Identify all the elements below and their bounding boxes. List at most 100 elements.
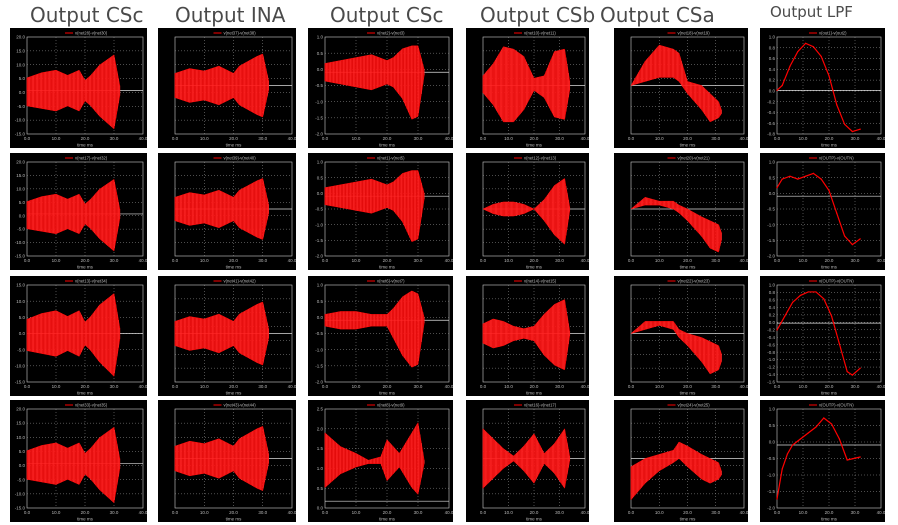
legend-label: v(net14)-v(net15)	[524, 279, 557, 284]
data-point	[828, 75, 830, 77]
x-tick-label: 0.0	[172, 384, 179, 389]
x-tick-label: 40.0	[139, 510, 147, 515]
x-tick-label: 20.0	[683, 384, 692, 389]
x-tick-label: 40.0	[139, 384, 147, 389]
y-tick-label: -1.5	[315, 238, 323, 243]
y-tick-label: 15.0	[16, 421, 25, 426]
y-tick-label: 0.8	[769, 45, 776, 50]
x-tick-label: 30.0	[555, 258, 564, 263]
x-tick-label: 40.0	[877, 258, 885, 263]
plot-svg: 0.0 10.0 20.0 30.0 40.0 1.0 0.5 0.0 -0.5 -1.0 -1.5…	[767, 156, 885, 270]
column-header-2: Output INA	[175, 3, 286, 27]
y-tick-label: -0.5	[315, 331, 323, 336]
x-tick-label: 20.0	[229, 258, 238, 263]
x-tick-label: 20.0	[229, 384, 238, 389]
y-tick-label: 1.0	[769, 407, 776, 412]
plot-panel: 0.0 10.0 20.0 30.0 40.0 15.0 10.0 5.0 0.0 -5.0 -10…	[10, 276, 147, 396]
x-tick-label: 30.0	[110, 384, 119, 389]
x-axis-label: time ms	[226, 265, 243, 270]
x-tick-label: 0.0	[628, 258, 635, 263]
x-tick-label: 10.0	[352, 384, 361, 389]
y-tick-label: 0.0	[769, 88, 776, 93]
data-point	[820, 178, 822, 180]
y-tick-label: -1.5	[767, 489, 775, 494]
data-point	[807, 432, 809, 434]
x-tick-label: 10.0	[504, 384, 513, 389]
legend-label: v(net10)-v(net11)	[524, 31, 556, 36]
y-tick-label: -0.2	[767, 327, 775, 332]
plot-svg: 0.0 10.0 20.0 30.0 40.0 v(net14)-v(net15) time…	[480, 279, 589, 396]
y-tick-label: 0.0	[19, 331, 26, 336]
y-tick-label: -0.6	[767, 121, 775, 126]
data-point	[789, 65, 791, 67]
y-tick-label: 5.0	[19, 315, 26, 320]
y-tick-label: 0.0	[317, 67, 324, 72]
plot-panel: 0.0 10.0 20.0 30.0 40.0 1.0 0.5 0.0 -0.5 -1.0 -1.5…	[308, 153, 453, 270]
y-tick-label: 0.0	[19, 463, 26, 468]
x-tick-label: 20.0	[683, 136, 692, 141]
y-tick-label: 10.0	[16, 186, 25, 191]
data-point	[786, 453, 788, 455]
x-tick-label: 40.0	[740, 510, 748, 515]
y-tick-label: -15.0	[15, 506, 26, 511]
y-tick-label: 0.8	[769, 290, 776, 295]
x-tick-label: 20.0	[383, 384, 392, 389]
plot-panel: 0.0 10.0 20.0 30.0 40.0 v(net12)-v(net13) time…	[466, 153, 589, 270]
plot-svg: 0.0 10.0 20.0 30.0 40.0 20.0 15.0 10.0 5.0 0.0 -5.…	[15, 156, 147, 270]
data-point	[776, 329, 778, 331]
column-header-3: Output CSc	[330, 3, 444, 27]
plot-svg: 0.0 10.0 20.0 30.0 40.0 1.0 0.5 0.0 -0.5 -1.0 -1.5…	[315, 279, 453, 396]
plot-svg: 0.0 10.0 20.0 30.0 40.0 v(net41)-v(net42) time…	[172, 279, 296, 396]
y-tick-label: -15.0	[15, 380, 26, 385]
x-tick-label: 40.0	[740, 136, 748, 141]
plot-panel: 0.0 10.0 20.0 30.0 40.0 2.5 2.0 1.5 1.0 0.5 0.0 v(n…	[308, 400, 453, 522]
x-tick-label: 0.0	[628, 384, 635, 389]
legend-label: v(net24)-v(net25)	[678, 403, 711, 408]
y-tick-label: -1.0	[767, 473, 775, 478]
data-point	[831, 315, 833, 317]
x-tick-label: 10.0	[655, 384, 664, 389]
y-tick-label: 0.0	[769, 191, 776, 196]
x-axis-label: time ms	[680, 143, 697, 148]
signal-line	[776, 172, 861, 246]
x-tick-label: 0.0	[480, 510, 487, 515]
x-tick-label: 20.0	[825, 510, 834, 515]
data-point	[799, 294, 801, 296]
y-tick-label: -1.0	[767, 222, 775, 227]
plot-panel: 0.0 10.0 20.0 30.0 40.0 v(net24)-v(net25) time…	[614, 400, 748, 522]
x-tick-label: 10.0	[504, 510, 513, 515]
y-tick-label: 20.0	[16, 160, 25, 165]
x-tick-label: 10.0	[655, 258, 664, 263]
y-tick-label: 10.0	[16, 62, 25, 67]
x-tick-label: 30.0	[851, 258, 860, 263]
plot-panel: 0.0 10.0 20.0 30.0 40.0 1.0 0.5 0.0 -0.5 -1.0 -1.5…	[760, 400, 885, 522]
x-tick-label: 20.0	[825, 258, 834, 263]
plot-panel: 0.0 10.0 20.0 30.0 40.0 v(net41)-v(net42) time…	[158, 276, 296, 396]
column-header-6: Output LPF	[770, 3, 853, 21]
x-axis-label: time ms	[226, 391, 243, 396]
x-tick-label: 30.0	[414, 258, 423, 263]
x-tick-label: 10.0	[504, 258, 513, 263]
plot-svg: 0.0 10.0 20.0 30.0 40.0 15.0 10.0 5.0 0.0 -5.0 -10…	[15, 279, 147, 396]
x-axis-label: time ms	[379, 143, 396, 148]
y-tick-label: 15.0	[16, 48, 25, 53]
plot-svg: 0.0 10.0 20.0 30.0 40.0 v(net10)-v(net11) time…	[480, 31, 589, 148]
y-tick-label: -1.6	[767, 380, 775, 385]
y-tick-label: -10.0	[15, 240, 26, 245]
x-tick-label: 30.0	[258, 258, 267, 263]
signal-line	[776, 417, 861, 500]
y-tick-label: -0.6	[767, 342, 775, 347]
y-tick-label: -5.0	[17, 227, 25, 232]
y-tick-label: -0.8	[767, 132, 775, 137]
x-tick-label: 20.0	[683, 510, 692, 515]
y-tick-label: 5.0	[19, 76, 26, 81]
y-tick-label: 1.0	[769, 35, 776, 40]
legend-label: v(net33)-v(net35)	[75, 403, 108, 408]
x-tick-label: 30.0	[258, 510, 267, 515]
y-tick-label: 1.0	[317, 160, 324, 165]
x-tick-label: 30.0	[414, 136, 423, 141]
plot-svg: 0.0 10.0 20.0 30.0 40.0 1.0 0.5 0.0 -0.5 -1.0 -1.5…	[315, 156, 453, 270]
x-tick-label: 10.0	[799, 510, 808, 515]
x-tick-label: 40.0	[877, 510, 885, 515]
x-tick-label: 0.0	[322, 510, 329, 515]
